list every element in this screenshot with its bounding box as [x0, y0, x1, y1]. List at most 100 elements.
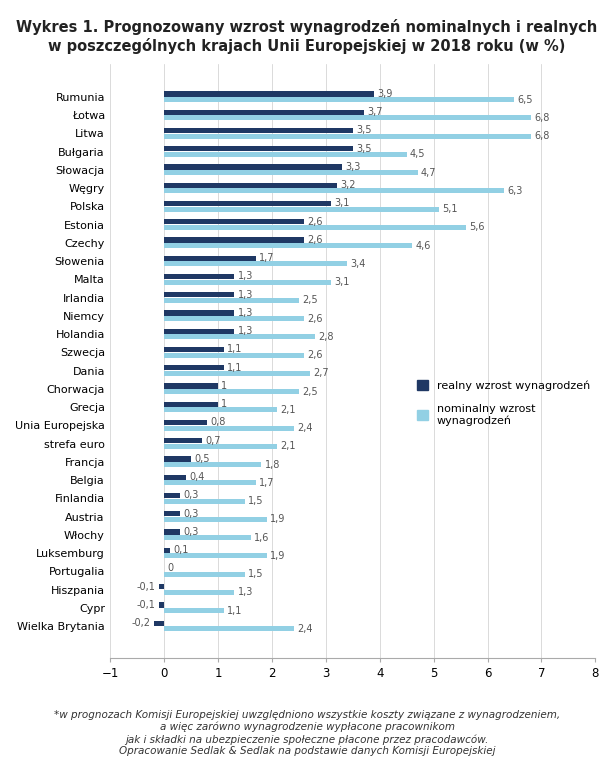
Bar [165, 243, 412, 248]
Bar [165, 426, 293, 431]
Text: 1,1: 1,1 [227, 606, 242, 616]
Text: 1,6: 1,6 [254, 533, 269, 543]
Bar [165, 572, 245, 577]
Bar [165, 499, 245, 504]
Bar [165, 347, 223, 352]
Text: 2,5: 2,5 [302, 387, 318, 397]
Bar [159, 603, 165, 607]
Text: 6,8: 6,8 [534, 131, 550, 141]
Text: 1,3: 1,3 [238, 308, 253, 318]
Bar [165, 444, 278, 449]
Bar [165, 590, 235, 595]
Bar [165, 401, 218, 407]
Bar [165, 548, 169, 553]
Text: 1,9: 1,9 [270, 515, 286, 524]
Text: 3,1: 3,1 [335, 277, 350, 287]
Bar [165, 371, 310, 376]
Bar [165, 237, 305, 242]
Text: 0,3: 0,3 [184, 527, 199, 537]
Text: 1: 1 [222, 381, 228, 391]
Text: 1,9: 1,9 [270, 551, 286, 561]
Text: 1,8: 1,8 [265, 460, 280, 470]
Bar [165, 457, 191, 461]
Text: 1,3: 1,3 [238, 271, 253, 281]
Bar [165, 420, 208, 425]
Bar [165, 164, 342, 169]
Bar [165, 91, 375, 97]
Text: 0,5: 0,5 [195, 454, 210, 464]
Text: 3,3: 3,3 [345, 162, 360, 172]
Bar [165, 298, 299, 303]
Bar [165, 261, 348, 266]
Text: 0,8: 0,8 [211, 417, 226, 427]
Text: -0,2: -0,2 [131, 618, 150, 629]
Text: 5,6: 5,6 [469, 223, 484, 233]
Text: 2,1: 2,1 [281, 405, 296, 415]
Bar [165, 116, 530, 120]
Bar [165, 316, 305, 321]
Bar [165, 292, 235, 297]
Text: 2,8: 2,8 [319, 332, 334, 342]
Text: 0,3: 0,3 [184, 508, 199, 518]
Bar [159, 584, 165, 589]
Text: *w prognozach Komisji Europejskiej uwzględniono wszystkie koszty związane z wyna: *w prognozach Komisji Europejskiej uwzgl… [54, 710, 560, 756]
Bar [165, 511, 181, 516]
Bar [165, 134, 530, 138]
Bar [165, 255, 256, 261]
Text: 0,7: 0,7 [205, 435, 221, 445]
Bar [165, 170, 418, 175]
Bar [165, 109, 363, 115]
Bar [165, 188, 503, 193]
Text: 6,3: 6,3 [507, 186, 523, 196]
Bar [165, 182, 336, 188]
Bar [165, 530, 181, 534]
Text: 1,5: 1,5 [248, 496, 264, 506]
Text: 3,7: 3,7 [367, 107, 383, 117]
Text: 3,1: 3,1 [335, 198, 350, 208]
Text: 1,5: 1,5 [248, 569, 264, 579]
Bar [165, 207, 439, 211]
Bar [165, 146, 353, 151]
Bar [165, 608, 223, 613]
Text: 1,3: 1,3 [238, 587, 253, 597]
Text: -0,1: -0,1 [137, 581, 156, 592]
Text: 2,4: 2,4 [297, 423, 313, 433]
Text: 3,4: 3,4 [351, 259, 366, 269]
Text: -0,1: -0,1 [137, 600, 156, 610]
Text: 5,1: 5,1 [442, 204, 458, 214]
Text: 3,2: 3,2 [340, 180, 356, 190]
Bar [165, 328, 235, 334]
Text: 1,1: 1,1 [227, 344, 242, 354]
Bar [165, 517, 266, 522]
Text: 2,4: 2,4 [297, 624, 313, 634]
Text: Wykres 1. Prognozowany wzrost wynagrodzeń nominalnych i realnych
w poszczególnyc: Wykres 1. Prognozowany wzrost wynagrodze… [17, 19, 597, 54]
Bar [165, 553, 266, 559]
Text: 0,3: 0,3 [184, 490, 199, 500]
Bar [165, 535, 251, 540]
Text: 3,5: 3,5 [356, 144, 371, 154]
Bar [165, 462, 262, 467]
Text: 3,9: 3,9 [378, 89, 393, 99]
Bar [165, 493, 181, 498]
Bar [165, 365, 223, 370]
Text: 2,7: 2,7 [313, 369, 328, 378]
Text: 6,5: 6,5 [518, 94, 533, 105]
Text: 2,1: 2,1 [281, 442, 296, 451]
Text: 0: 0 [168, 563, 174, 574]
Bar [165, 475, 186, 480]
Text: 2,6: 2,6 [308, 235, 323, 245]
Bar [165, 334, 315, 340]
Bar [165, 152, 406, 157]
Bar [165, 225, 466, 230]
Bar [165, 274, 235, 279]
Text: 2,6: 2,6 [308, 217, 323, 226]
Bar [165, 626, 293, 632]
Bar [165, 128, 353, 133]
Bar [165, 353, 305, 358]
Bar [165, 383, 218, 388]
Text: 0,1: 0,1 [173, 545, 188, 556]
Text: 1,1: 1,1 [227, 363, 242, 372]
Bar [154, 621, 165, 625]
Bar [165, 389, 299, 394]
Text: 1: 1 [222, 399, 228, 409]
